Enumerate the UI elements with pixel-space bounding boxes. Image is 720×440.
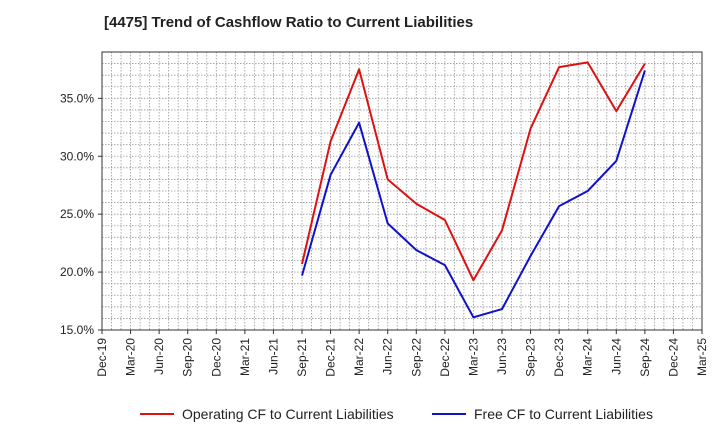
x-tick-label: Jun-24 (609, 338, 623, 375)
x-tick-label: Jun-23 (495, 338, 509, 375)
y-tick-label: 30.0% (60, 149, 94, 163)
x-tick-label: Dec-20 (209, 338, 223, 377)
x-tick-label: Dec-22 (438, 338, 452, 377)
chart-title: [4475] Trend of Cashflow Ratio to Curren… (104, 14, 474, 31)
x-tick-label: Sep-22 (409, 338, 423, 377)
series-line-1 (301, 61, 646, 282)
x-tick-label: Sep-21 (295, 338, 309, 377)
legend-label-2: Free CF to Current Liabilities (474, 406, 653, 422)
y-tick-label: 15.0% (60, 323, 94, 337)
x-tick-label: Mar-24 (581, 338, 595, 376)
x-tick-label: Mar-22 (352, 338, 366, 376)
legend-label-1: Operating CF to Current Liabilities (182, 406, 394, 422)
x-tick-label: Sep-20 (181, 338, 195, 377)
x-tick-label: Sep-23 (524, 338, 538, 377)
x-tick-label: Mar-25 (695, 338, 709, 376)
y-tick-label: 20.0% (60, 265, 94, 279)
x-tick-label: Jun-21 (266, 338, 280, 375)
plot-frame (101, 51, 703, 331)
y-tick-label: 35.0% (60, 91, 94, 105)
x-tick-label: Jun-22 (381, 338, 395, 375)
x-tick-label: Mar-23 (466, 338, 480, 376)
y-tick-label: 25.0% (60, 207, 94, 221)
x-tick-label: Dec-21 (324, 338, 338, 377)
x-tick-label: Dec-24 (666, 338, 680, 377)
x-tick-label: Jun-20 (152, 338, 166, 375)
x-tick-label: Dec-23 (552, 338, 566, 377)
series-line-2 (301, 70, 646, 319)
x-tick-label: Mar-21 (238, 338, 252, 376)
x-tick-label: Sep-24 (638, 338, 652, 377)
x-tick-label: Dec-19 (95, 338, 109, 377)
x-tick-label: Mar-20 (124, 338, 138, 376)
